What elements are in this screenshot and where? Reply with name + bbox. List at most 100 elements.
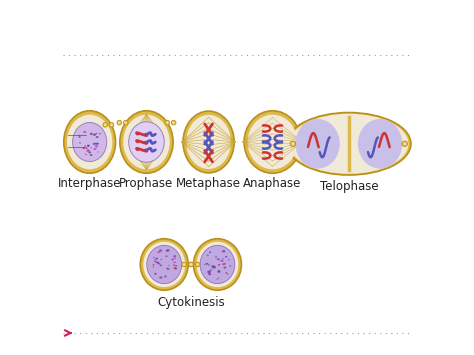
Ellipse shape [97, 152, 99, 153]
Ellipse shape [90, 133, 93, 135]
Ellipse shape [85, 154, 87, 155]
Text: Telophase: Telophase [319, 180, 378, 193]
Ellipse shape [182, 262, 186, 267]
Ellipse shape [79, 142, 81, 143]
Ellipse shape [82, 147, 85, 149]
Text: Metaphase: Metaphase [176, 177, 241, 190]
Ellipse shape [289, 114, 409, 174]
Ellipse shape [159, 277, 163, 279]
Ellipse shape [295, 119, 340, 169]
Ellipse shape [140, 239, 188, 290]
Ellipse shape [225, 272, 228, 274]
Ellipse shape [117, 120, 122, 125]
Ellipse shape [157, 263, 160, 264]
Ellipse shape [156, 261, 159, 263]
Ellipse shape [86, 148, 88, 149]
Ellipse shape [287, 113, 411, 175]
Ellipse shape [247, 115, 297, 169]
Ellipse shape [222, 250, 225, 252]
Ellipse shape [171, 120, 176, 125]
Ellipse shape [95, 145, 98, 148]
Ellipse shape [223, 267, 226, 268]
Ellipse shape [153, 264, 155, 266]
Ellipse shape [129, 122, 164, 162]
Ellipse shape [204, 264, 206, 265]
Ellipse shape [110, 124, 113, 126]
Ellipse shape [123, 115, 170, 169]
Ellipse shape [358, 119, 402, 169]
Ellipse shape [104, 124, 106, 126]
Ellipse shape [173, 264, 175, 266]
Text: Cytokinesis: Cytokinesis [157, 296, 225, 309]
Ellipse shape [166, 250, 168, 252]
Ellipse shape [227, 273, 228, 274]
Ellipse shape [120, 111, 173, 173]
Ellipse shape [153, 266, 154, 267]
Ellipse shape [225, 256, 228, 258]
Ellipse shape [218, 258, 220, 260]
Ellipse shape [172, 259, 174, 261]
Ellipse shape [78, 136, 81, 138]
Ellipse shape [93, 133, 96, 136]
Ellipse shape [86, 149, 90, 152]
Ellipse shape [175, 265, 177, 267]
Ellipse shape [90, 133, 92, 134]
Ellipse shape [173, 267, 176, 269]
Ellipse shape [87, 150, 90, 152]
Ellipse shape [207, 255, 209, 256]
Ellipse shape [183, 111, 234, 173]
Ellipse shape [96, 136, 99, 138]
Ellipse shape [143, 242, 185, 287]
Ellipse shape [229, 266, 231, 267]
Ellipse shape [87, 144, 90, 147]
Ellipse shape [153, 257, 155, 258]
Ellipse shape [166, 268, 169, 269]
Ellipse shape [118, 121, 120, 124]
Ellipse shape [159, 250, 162, 252]
Ellipse shape [221, 260, 224, 262]
Ellipse shape [167, 268, 170, 270]
Ellipse shape [154, 261, 156, 262]
Ellipse shape [222, 258, 224, 259]
Ellipse shape [217, 278, 218, 280]
Text: Prophase: Prophase [119, 178, 173, 191]
Ellipse shape [183, 263, 185, 266]
Ellipse shape [109, 122, 114, 127]
Ellipse shape [189, 262, 193, 267]
Ellipse shape [208, 264, 210, 266]
Ellipse shape [173, 121, 175, 124]
Ellipse shape [93, 148, 96, 150]
Ellipse shape [99, 133, 101, 135]
Ellipse shape [64, 111, 116, 173]
Ellipse shape [188, 262, 193, 267]
Ellipse shape [402, 141, 407, 146]
Ellipse shape [164, 275, 167, 277]
Ellipse shape [190, 263, 192, 266]
Ellipse shape [207, 271, 210, 273]
Ellipse shape [84, 145, 86, 147]
Ellipse shape [155, 259, 156, 260]
Ellipse shape [103, 122, 108, 127]
Ellipse shape [166, 121, 168, 124]
Ellipse shape [96, 133, 97, 134]
Ellipse shape [88, 152, 91, 153]
Ellipse shape [160, 259, 162, 260]
Ellipse shape [97, 143, 99, 144]
Ellipse shape [193, 239, 241, 290]
Ellipse shape [211, 266, 215, 268]
Ellipse shape [93, 143, 96, 145]
Ellipse shape [290, 141, 296, 146]
Ellipse shape [67, 115, 112, 169]
Ellipse shape [87, 145, 90, 147]
Ellipse shape [196, 263, 199, 266]
Text: Anaphase: Anaphase [243, 178, 301, 191]
Ellipse shape [217, 258, 219, 260]
Ellipse shape [208, 271, 211, 273]
Ellipse shape [210, 269, 212, 271]
Ellipse shape [218, 264, 220, 266]
Ellipse shape [220, 260, 222, 262]
Ellipse shape [244, 111, 301, 173]
Ellipse shape [94, 143, 96, 144]
Ellipse shape [224, 263, 226, 264]
Ellipse shape [173, 255, 176, 257]
